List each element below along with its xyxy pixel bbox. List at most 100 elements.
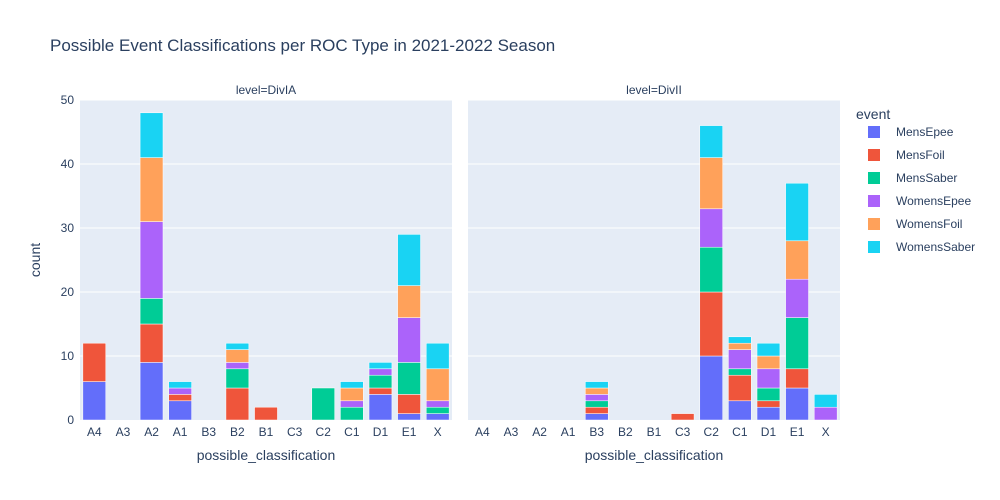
- bar-divia-x-womensepee: [425, 400, 450, 408]
- bar-divia-e1-womenssaber: [397, 234, 421, 286]
- bar-divia-x-womensfoil: [425, 368, 450, 402]
- x-tick-divii-d1: D1: [761, 425, 777, 439]
- bar-divia-a1-womensepee: [168, 387, 192, 395]
- x-ticks-divia: A4 A3 A2 A1 B3 B2 B1 C3 C2 C1 D1 E1 X: [87, 425, 442, 439]
- bar-divia-b2-menssaber: [225, 368, 250, 389]
- bar-divii-e1-mensepee: [785, 387, 809, 421]
- y-tick-30: 30: [61, 221, 75, 235]
- bar-divia-a2-womenssaber: [139, 112, 164, 158]
- bar-divii-c1-mensepee: [728, 400, 752, 421]
- x-tick-divia-a2: A2: [144, 425, 159, 439]
- bar-divii-b3-womenssaber: [585, 381, 609, 389]
- legend-label-womensepee: WomensEpee: [896, 194, 971, 208]
- x-tick-divia-x: X: [434, 425, 442, 439]
- x-tick-divii-c2: C2: [704, 425, 720, 439]
- bar-divii-d1-womenssaber: [756, 342, 781, 357]
- x-tick-divii-a2: A2: [532, 425, 547, 439]
- x-tick-divii-e1: E1: [790, 425, 805, 439]
- plot-background-divii: [468, 100, 840, 420]
- x-tick-divii-b1: B1: [647, 425, 662, 439]
- bar-divia-b2-mensfoil: [225, 387, 250, 421]
- bar-divii-e1-mensfoil: [785, 368, 809, 389]
- x-tick-divii-x: X: [822, 425, 830, 439]
- bar-divii-e1-womenssaber: [785, 182, 809, 242]
- bar-divii-b3-mensfoil: [585, 406, 609, 414]
- legend-label-mensepee: MensEpee: [896, 125, 954, 139]
- x-tick-divii-a4: A4: [475, 425, 490, 439]
- bar-divii-d1-menssaber: [756, 387, 781, 402]
- x-tick-divia-a3: A3: [116, 425, 131, 439]
- bar-divia-d1-menssaber: [368, 374, 393, 389]
- bar-divii-c2-womensepee: [699, 208, 723, 248]
- bar-divia-a2-menssaber: [139, 298, 164, 325]
- bar-divia-a2-womensfoil: [139, 157, 164, 222]
- bar-divia-a2-mensfoil: [139, 323, 164, 363]
- bar-divii-d1-mensfoil: [756, 400, 781, 408]
- bar-divia-d1-womensepee: [368, 368, 393, 376]
- x-tick-divia-b3: B3: [201, 425, 216, 439]
- bar-divia-a1-mensfoil: [168, 394, 192, 402]
- bars-divii: [585, 125, 838, 421]
- x-axis-label-divii: possible_classification: [585, 447, 724, 463]
- legend-swatch-mensfoil: [868, 149, 880, 161]
- bar-divia-c1-womenssaber: [340, 381, 364, 389]
- y-tick-50: 50: [61, 93, 75, 107]
- bar-divia-a2-womensepee: [139, 221, 164, 299]
- bar-divii-c2-mensepee: [699, 355, 723, 421]
- bar-divii-c1-womensfoil: [728, 342, 752, 350]
- x-axis-label-divia: possible_classification: [197, 447, 336, 463]
- bar-divia-b2-womenssaber: [225, 342, 250, 350]
- legend-swatch-womenssaber: [868, 241, 880, 253]
- bar-divii-x-womensepee: [813, 406, 838, 421]
- bar-divii-c2-womensfoil: [699, 157, 723, 210]
- legend-swatch-menssaber: [868, 172, 880, 184]
- panel-divii: level=DivII A4 A3 A2 A1 B3 B2 B1 C3 C2 C1 D1 E1 X po…: [468, 83, 840, 463]
- bar-divia-c1-womensfoil: [340, 387, 364, 402]
- bar-divii-c1-mensfoil: [728, 374, 752, 402]
- bar-divii-d1-womensfoil: [756, 355, 781, 370]
- legend-swatch-mensepee: [868, 126, 880, 138]
- x-tick-divia-a4: A4: [87, 425, 102, 439]
- y-tick-0: 0: [67, 413, 74, 427]
- bar-divia-c1-womensepee: [340, 400, 364, 408]
- bar-divii-d1-mensepee: [756, 406, 781, 421]
- bar-divii-b3-mensepee: [585, 413, 609, 421]
- x-tick-divii-b2: B2: [618, 425, 633, 439]
- bar-divia-b2-womensepee: [225, 362, 250, 370]
- y-tick-40: 40: [61, 157, 75, 171]
- bar-divii-c3-mensfoil: [670, 413, 695, 421]
- bar-divia-e1-mensepee: [397, 413, 421, 421]
- bar-divia-e1-menssaber: [397, 362, 421, 395]
- legend-label-womensfoil: WomensFoil: [896, 217, 962, 231]
- x-tick-divia-b1: B1: [259, 425, 274, 439]
- x-tick-divii-c3: C3: [675, 425, 691, 439]
- bars-divia: [82, 112, 450, 421]
- bar-divia-b2-womensfoil: [225, 349, 250, 363]
- bar-divia-e1-womensepee: [397, 317, 421, 363]
- x-tick-divia-c1: C1: [344, 425, 360, 439]
- bar-divia-e1-womensfoil: [397, 285, 421, 318]
- bar-divii-x-womenssaber: [813, 394, 838, 408]
- bar-divia-c1-menssaber: [340, 406, 364, 421]
- bar-divia-a1-womenssaber: [168, 381, 192, 389]
- panel-label-divii: level=DivII: [626, 83, 682, 97]
- legend-title: event: [856, 106, 890, 122]
- x-tick-divii-c1: C1: [732, 425, 748, 439]
- plot-background-divia: [80, 100, 452, 420]
- bar-divia-x-mensepee: [425, 413, 450, 421]
- bar-divii-e1-womensfoil: [785, 240, 809, 280]
- x-tick-divia-a1: A1: [173, 425, 188, 439]
- panel-divia: level=DivIA A4 A3 A2 A1 B3 B2 B1 C3 C2 C1 D1 E1 X po…: [80, 83, 452, 463]
- bar-divii-c1-womenssaber: [728, 336, 752, 344]
- y-tick-20: 20: [61, 285, 75, 299]
- bar-divia-a4-mensfoil: [82, 342, 107, 382]
- legend-label-womenssaber: WomensSaber: [896, 240, 975, 254]
- bar-divia-e1-mensfoil: [397, 394, 421, 414]
- chart-title: Possible Event Classifications per ROC T…: [50, 36, 555, 55]
- legend: event MensEpee MensFoil MensSaber WomensEpe…: [856, 106, 975, 254]
- bar-divia-a2-mensepee: [139, 362, 164, 421]
- bar-divia-x-menssaber: [425, 406, 450, 414]
- bar-divia-a4-mensepee: [82, 381, 107, 421]
- bar-divia-b1-mensfoil: [254, 406, 278, 421]
- legend-label-menssaber: MensSaber: [896, 171, 957, 185]
